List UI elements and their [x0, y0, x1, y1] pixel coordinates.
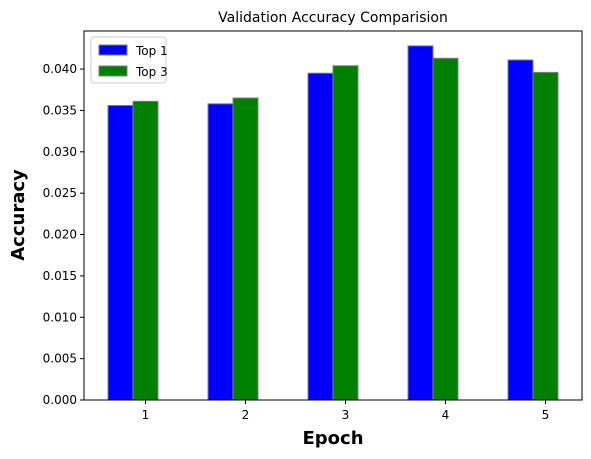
- legend-label: Top 1: [135, 44, 168, 58]
- y-tick-label: 0.020: [43, 228, 77, 242]
- bar-top-1-epoch-2: [207, 103, 234, 401]
- x-tick-label: 2: [242, 408, 250, 422]
- x-tick-label: 1: [142, 408, 150, 422]
- y-tick-label: 0.010: [43, 310, 77, 324]
- y-tick-label: 0.000: [43, 393, 77, 407]
- bar-top-1-epoch-4: [407, 45, 434, 401]
- y-tick-label: 0.025: [43, 186, 77, 200]
- bar-top-1-epoch-5: [507, 59, 534, 401]
- legend-swatch: [98, 44, 128, 56]
- legend-label: Top 3: [135, 65, 168, 79]
- legend: Top 1 Top 3: [90, 36, 168, 84]
- y-tick-label: 0.005: [43, 352, 77, 366]
- y-axis-title: Accuracy: [8, 169, 29, 261]
- bar-top-3-epoch-5: [532, 71, 559, 401]
- bar-top-3-epoch-3: [332, 65, 359, 401]
- plot-frame: [83, 30, 583, 401]
- y-tick-label: 0.040: [43, 62, 77, 76]
- x-axis-title: Epoch: [302, 428, 363, 449]
- y-tick-label: 0.035: [43, 103, 77, 117]
- bar-top-3-epoch-4: [432, 57, 459, 401]
- chart-title: Validation Accuracy Comparision: [218, 10, 448, 26]
- legend-swatch: [98, 65, 128, 77]
- y-tick-label: 0.030: [43, 145, 77, 159]
- bar-top-3-epoch-1: [132, 100, 159, 401]
- x-tick-label: 4: [442, 408, 450, 422]
- y-tick-label: 0.015: [43, 269, 77, 283]
- bar-top-1-epoch-1: [107, 104, 134, 401]
- x-tick-label: 5: [542, 408, 550, 422]
- bar-top-3-epoch-2: [232, 97, 259, 401]
- x-tick-label: 3: [342, 408, 350, 422]
- bar-top-1-epoch-3: [307, 72, 334, 401]
- plot-area: 0.000 0.005 0.010 0.015 0.020 0.025 0.030 0.035…: [43, 45, 559, 422]
